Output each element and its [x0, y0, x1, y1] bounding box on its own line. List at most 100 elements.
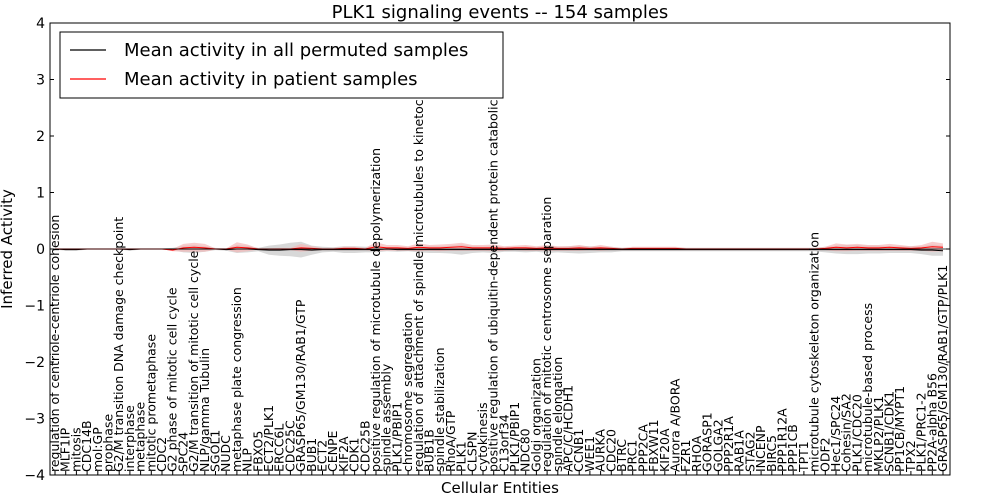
x-tick-label: PPP2CA — [635, 424, 650, 472]
y-tick-label: 4 — [36, 16, 45, 32]
chart-title: PLK1 signaling events -- 154 samples — [332, 2, 669, 23]
x-tick-label: APC/C/HCDH1 — [561, 385, 576, 472]
x-tick-label: BUB1 — [304, 438, 319, 472]
x-tick-label: STAG2 — [742, 431, 757, 472]
x-tick-label: SCNB1/CDK1 — [882, 391, 897, 472]
x-tick-label: CLSPN — [464, 431, 479, 472]
x-tick-label: ERCC6L — [272, 424, 287, 472]
x-tick-label: PLK1 — [454, 441, 469, 472]
x-tick-label: TPT1 — [796, 441, 811, 473]
x-tick-label: PLK1/PBIP1 — [507, 402, 522, 472]
x-tick-label: AURKA — [593, 429, 608, 472]
x-tick-label: KIF2A — [336, 436, 351, 472]
x-tick-label: PLK1/PRC1-2 — [914, 392, 929, 472]
x-tick-label: GRASP65/GM130/RAB1/GTP/PLK1 — [935, 265, 950, 472]
x-tick-label: interphase — [122, 405, 137, 472]
x-tick-label: Aurora A/BORA — [668, 378, 683, 472]
y-tick-label: −2 — [24, 355, 45, 371]
x-tick-label: PLK1/CDC20 — [849, 394, 864, 472]
x-tick-label: mitotic prometaphase — [143, 334, 158, 472]
x-tick-label: FBXW11 — [646, 419, 661, 472]
x-tick-label: regulation of mitotic centrosome separat… — [539, 197, 554, 472]
x-tick-label: microtubule cytoskeleton organization — [807, 232, 822, 472]
x-tick-label: NLP/gamma Tubulin — [197, 348, 212, 472]
y-tick-label: −4 — [24, 468, 45, 484]
x-tick-label: BTRC — [614, 439, 629, 472]
legend-label: Mean activity in patient samples — [124, 69, 418, 90]
x-tick-label: mitosis — [68, 427, 83, 472]
x-tick-label: BIRC5 — [764, 435, 779, 472]
x-tick-label: NDC80 — [518, 428, 533, 472]
x-tick-label: cytokinesis — [475, 402, 490, 472]
x-tick-label: MKLP2/PLK1 — [871, 396, 886, 472]
x-tick-label: SPC24 — [175, 432, 190, 472]
x-tick-label: microtubule-based process — [860, 303, 875, 472]
x-tick-label: GOLGA2 — [710, 419, 725, 472]
x-tick-label: CDC2 — [154, 437, 169, 472]
x-tick-label: PPP1CB — [785, 424, 800, 472]
x-tick-label: G2 phase of mitotic cell cycle — [165, 287, 180, 472]
y-tick-label: −1 — [24, 299, 45, 315]
x-tick-label: RHOA — [689, 435, 704, 472]
x-tick-label: FZR1 — [678, 440, 693, 472]
x-tick-label: CENPE — [325, 430, 340, 472]
y-tick-label: 3 — [36, 73, 45, 89]
y-tick-label: 1 — [36, 186, 45, 202]
x-tick-label: CDC14B — [79, 420, 94, 472]
x-tick-label: G2/M transition DNA damage checkpoint — [111, 217, 126, 472]
x-tick-label: PPP2R1A — [721, 416, 736, 472]
x-tick-label: positive regulation of ubiquitin-depende… — [486, 48, 501, 472]
x-tick-label: PLK1/PBIP1 — [389, 402, 404, 472]
x-tick-label: regulation of attachment of spindle micr… — [411, 71, 426, 472]
legend-box — [59, 31, 504, 99]
x-tick-label: PPP1R12A — [775, 408, 790, 472]
x-tick-label: Golgi organization — [528, 358, 543, 472]
x-tick-label: chromosome segregation — [400, 313, 415, 472]
x-tick-label: CCNB1 — [571, 429, 586, 472]
x-tick-label: FBXO5 — [250, 431, 265, 472]
x-tick-label: GRASP65/GM130/RAB1/GTP — [293, 299, 308, 472]
x-tick-label: CDC25C — [282, 420, 297, 472]
y-tick-label: 2 — [36, 129, 45, 145]
x-tick-label: CDC20 — [603, 429, 618, 472]
x-tick-label: G2/M transition of mitotic cell cycle — [186, 250, 201, 472]
x-tick-label: positive regulation of microtubule depol… — [368, 148, 383, 472]
x-tick-label: WEE1 — [582, 436, 597, 472]
x-tick-label: metaphase — [133, 402, 148, 472]
x-tick-label: spindle assembly — [379, 363, 394, 472]
legend-label: Mean activity in all permuted samples — [124, 40, 468, 61]
x-tick-label: ODF2 — [817, 437, 832, 472]
x-tick-label: CDK1 — [347, 437, 362, 472]
x-tick-label: GORASP1 — [700, 412, 715, 472]
x-tick-label: C13orf34 — [496, 414, 511, 472]
y-axis-label: Inferred Activity — [0, 189, 16, 309]
x-tick-label: Hec1/SPC24 — [828, 396, 843, 472]
plot-frame — [49, 22, 951, 476]
x-tick-label: ECT2 — [315, 440, 330, 472]
x-tick-label: spindle stabilization — [432, 347, 447, 472]
x-tick-label: mol:GP — [90, 427, 105, 472]
x-tick-label: INCENP — [753, 425, 768, 472]
x-tick-label: MLF1IP — [58, 427, 73, 472]
x-tick-label: RAB1A — [732, 430, 747, 472]
x-tick-label: PP1CB/MYPT1 — [892, 386, 907, 472]
x-tick-label: KIF20A — [657, 428, 672, 472]
x-tick-label: TPX2 — [903, 440, 918, 473]
x-tick-label: BUB1B — [422, 429, 437, 472]
legend: Mean activity in all permuted samples Mea… — [59, 31, 504, 99]
x-tick-label: NUDC — [218, 435, 233, 472]
x-axis-label: Cellular Entities — [441, 479, 559, 497]
x-tick-label: metaphase plate congression — [229, 287, 244, 472]
x-tick-label: ECT2/PLK1 — [261, 405, 276, 472]
x-tick-label: PRC1 — [625, 440, 640, 472]
x-tick-label: Cohesin/SA2 — [839, 393, 854, 472]
y-tick-label: 0 — [36, 242, 45, 258]
x-tick-label: regulation of centriole-centriole cohesi… — [47, 215, 62, 472]
x-tick-label: spindle elongation — [550, 357, 565, 472]
x-tick-label: CDC25B — [357, 420, 372, 472]
y-tick-label: −3 — [24, 412, 45, 428]
x-tick-label: RhoA/GTP — [443, 410, 458, 472]
x-tick-label: prophase — [101, 414, 116, 472]
x-tick-label: PP2A-alpha B56 — [924, 373, 939, 472]
